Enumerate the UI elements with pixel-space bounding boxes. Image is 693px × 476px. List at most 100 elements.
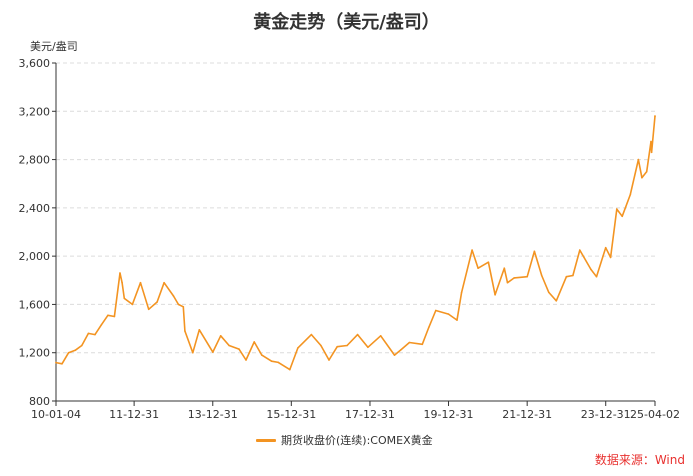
data-point (261, 354, 263, 356)
x-tick-label: 21-12-31 (502, 408, 552, 421)
data-point (616, 208, 618, 210)
data-point (506, 281, 509, 284)
data-point (408, 341, 411, 344)
data-point (654, 115, 656, 117)
data-point (579, 249, 581, 251)
data-point (123, 297, 126, 300)
data-point (526, 275, 528, 278)
data-point (310, 333, 313, 336)
data-point (645, 170, 648, 173)
data-point (637, 158, 640, 161)
data-point (513, 277, 515, 279)
data-point (590, 268, 592, 271)
x-axis-ticks: 10-01-04 11-12-31 13-12-31 15-12-31 17-12-31… (31, 401, 680, 421)
data-point (289, 368, 291, 371)
x-tick-label: 11-12-31 (109, 408, 159, 421)
data-point (119, 272, 121, 274)
data-point (456, 319, 458, 321)
y-tick-label: 1,600 (19, 298, 51, 311)
data-point (460, 291, 463, 294)
data-point (87, 332, 90, 335)
x-tick-label: 17-12-31 (345, 408, 395, 421)
y-tick-label: 1,200 (19, 347, 51, 360)
data-point (238, 348, 240, 350)
series-layer (55, 115, 656, 371)
data-point (297, 347, 299, 349)
data-point (609, 256, 612, 259)
legend-label: 期货收盘价(连续):COMEX黄金 (281, 434, 433, 447)
data-point (94, 333, 96, 336)
data-point (328, 359, 330, 361)
data-point (447, 313, 450, 315)
grid-lines (56, 62, 655, 354)
data-point (121, 281, 123, 284)
legend[interactable]: 期货收盘价(连续):COMEX黄金 (256, 432, 433, 448)
y-tick-label: 800 (29, 395, 50, 408)
data-point (595, 275, 598, 278)
data-source: 数据来源：Wind (594, 453, 685, 467)
x-tick-label: 25-04-02 (630, 408, 680, 421)
data-point (565, 275, 568, 278)
data-point (212, 351, 214, 353)
data-point (156, 301, 158, 303)
y-tick-label: 3,200 (19, 105, 51, 118)
data-point (548, 291, 550, 294)
y-tick-label: 2,000 (19, 250, 51, 263)
data-point (113, 315, 116, 318)
data-point (555, 300, 558, 302)
data-point (320, 344, 322, 347)
data-point (471, 249, 473, 251)
data-point (172, 295, 175, 297)
data-point (67, 351, 70, 354)
x-tick-label: 23-12-31 (581, 408, 631, 421)
data-point (356, 333, 359, 336)
data-point (139, 281, 142, 284)
data-point (177, 303, 180, 306)
data-point (650, 151, 653, 154)
series-line-comex-gold (55, 115, 656, 371)
data-point (494, 294, 496, 296)
data-point (228, 344, 230, 347)
x-tick-label: 19-12-31 (424, 408, 474, 421)
data-point (604, 246, 607, 249)
y-axis-unit-label: 美元/盎司 (30, 40, 78, 53)
y-tick-label: 2,800 (19, 154, 51, 167)
y-tick-label: 3,600 (19, 57, 51, 70)
legend-swatch (256, 438, 276, 442)
data-point (393, 354, 396, 356)
data-point (435, 309, 437, 312)
data-point (428, 326, 430, 329)
y-axis-ticks: 800 1,200 1,600 2,000 2,400 2,800 3,200 3,600 (19, 57, 56, 408)
data-point (182, 306, 185, 308)
data-point (477, 267, 479, 270)
data-point (379, 335, 382, 337)
data-point (81, 344, 83, 347)
axes (55, 63, 655, 402)
data-point (421, 343, 424, 346)
data-point (147, 308, 150, 311)
x-tick-label: 15-12-31 (266, 408, 316, 421)
data-point (198, 329, 201, 331)
chart-title: 黄金走势（美元/盎司） (253, 12, 440, 33)
data-point (367, 346, 369, 349)
data-point (61, 363, 63, 365)
data-point (163, 281, 165, 284)
data-point (650, 140, 652, 143)
data-point (641, 176, 643, 179)
data-point (621, 215, 623, 218)
data-point (245, 359, 247, 361)
data-point (400, 348, 402, 351)
data-point (184, 330, 186, 332)
data-point (74, 349, 76, 352)
data-point (336, 345, 339, 348)
x-tick-label: 13-12-31 (188, 408, 238, 421)
data-point (277, 361, 280, 364)
data-point (629, 193, 632, 196)
data-point (346, 344, 348, 347)
y-tick-label: 2,400 (19, 202, 51, 215)
data-point (540, 274, 543, 277)
data-point (192, 351, 194, 354)
x-tick-label: 10-01-04 (31, 408, 81, 421)
data-point (253, 341, 255, 343)
